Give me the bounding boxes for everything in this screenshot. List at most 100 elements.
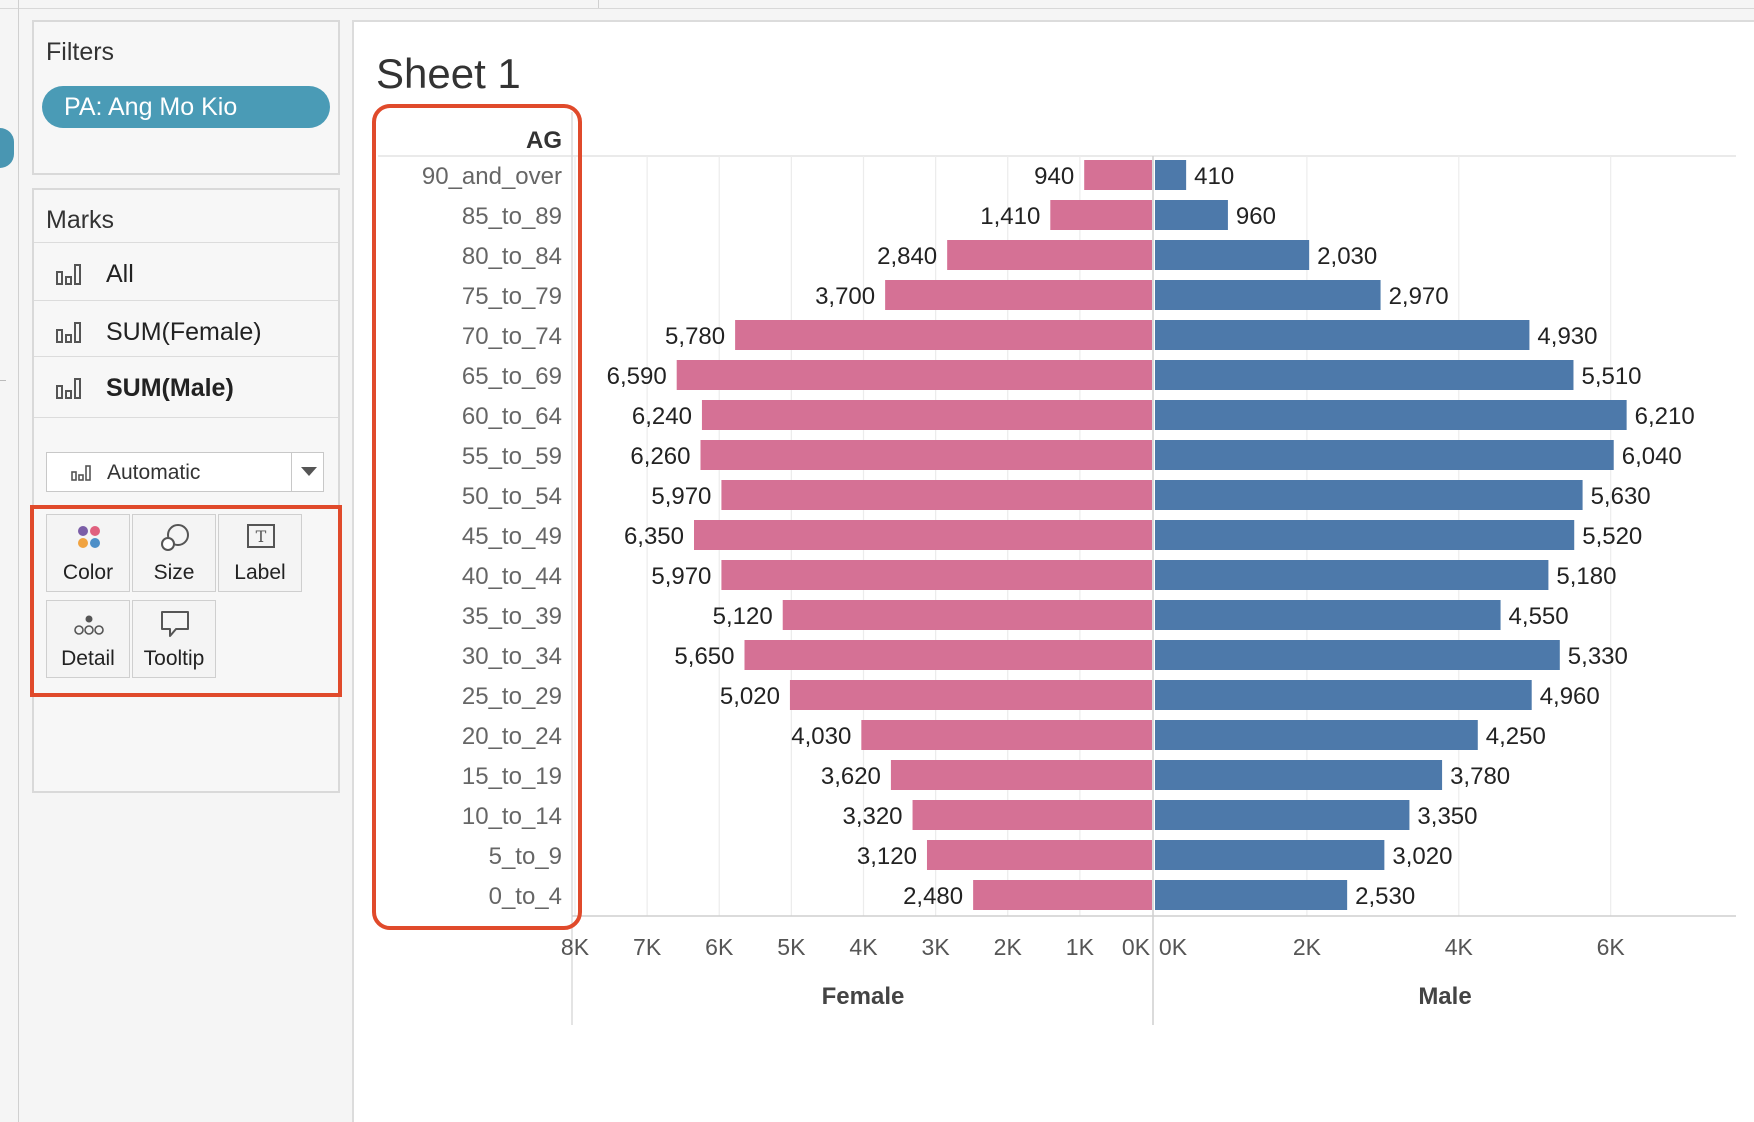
male-bar — [1155, 760, 1443, 790]
female-data-label: 3,620 — [821, 763, 881, 790]
female-bar — [1084, 160, 1152, 190]
select-divider — [291, 453, 292, 491]
female-bar — [890, 760, 1152, 790]
speech-bubble-icon — [161, 611, 189, 637]
marks-row-label: SUM(Female) — [106, 318, 262, 346]
male-data-label: 6,210 — [1635, 403, 1695, 430]
bar-chart-icon — [56, 322, 81, 343]
chevron-down-icon[interactable] — [301, 467, 317, 476]
male-bar — [1155, 280, 1381, 310]
female-bar — [721, 480, 1152, 510]
female-axis-title: Female — [822, 983, 905, 1010]
size-circles-icon — [161, 524, 189, 551]
marks-row-sum-male[interactable]: SUM(Male) — [34, 356, 338, 418]
female-bar — [1050, 200, 1152, 230]
tooltip-button-label: Tooltip — [143, 647, 205, 670]
male-bar — [1155, 600, 1501, 630]
male-data-label: 410 — [1194, 163, 1234, 190]
label-button-label: Label — [234, 561, 286, 584]
female-tick-label: 7K — [633, 934, 662, 960]
female-tick-label: 3K — [922, 934, 951, 960]
female-data-label: 6,240 — [632, 403, 692, 430]
detail-dots-icon — [74, 615, 104, 635]
female-tick-label: 1K — [1066, 934, 1095, 960]
mark-type-value: Automatic — [107, 461, 201, 484]
marks-row-label: All — [106, 260, 134, 288]
detail-button[interactable]: Detail — [46, 600, 130, 678]
female-data-label: 940 — [1034, 163, 1074, 190]
female-data-label: 3,120 — [857, 843, 917, 870]
male-bar — [1155, 320, 1530, 350]
male-bar — [1155, 200, 1228, 230]
male-bar — [1155, 720, 1478, 750]
female-data-label: 2,480 — [903, 883, 963, 910]
male-data-label: 5,630 — [1591, 483, 1651, 510]
color-button[interactable]: Color — [46, 514, 130, 592]
female-tick-label: 4K — [849, 934, 878, 960]
row-header-label: 35_to_39 — [462, 603, 562, 630]
data-labels: 940 410 1,410 960 2,840 2,030 3,700 2,970 5,780 4… — [607, 163, 1695, 910]
male-data-label: 5,520 — [1582, 523, 1642, 550]
marks-row-sum-female[interactable]: SUM(Female) — [34, 300, 338, 362]
row-header-label: 50_to_54 — [462, 483, 562, 510]
row-header-label: 65_to_69 — [462, 363, 562, 390]
male-bar — [1155, 560, 1549, 590]
filters-title: Filters — [46, 38, 115, 66]
axes: 8K 7K 6K 5K 4K 3K 2K 1K 0K 0K 2K 4K 6K — [561, 112, 1736, 1025]
female-bar — [700, 440, 1152, 470]
male-data-label: 2,530 — [1355, 883, 1415, 910]
female-bar — [912, 800, 1152, 830]
color-dots-icon — [78, 526, 100, 548]
female-data-label: 5,020 — [720, 683, 780, 710]
size-button[interactable]: Size — [132, 514, 216, 592]
female-bar — [789, 680, 1152, 710]
row-header-label: 25_to_29 — [462, 683, 562, 710]
female-data-label: 6,260 — [630, 443, 690, 470]
female-bar — [676, 360, 1152, 390]
female-data-label: 5,650 — [674, 643, 734, 670]
mark-type-select[interactable]: Automatic — [46, 452, 324, 492]
male-data-label: 2,030 — [1317, 243, 1377, 270]
bar-chart-icon — [56, 378, 81, 399]
tooltip-button[interactable]: Tooltip — [132, 600, 216, 678]
row-header-label: 15_to_19 — [462, 763, 562, 790]
edge-tick — [0, 380, 6, 381]
marks-row-all[interactable]: All — [34, 242, 338, 304]
top-toolbar-strip — [0, 0, 1754, 9]
collapse-handle[interactable] — [0, 128, 14, 168]
male-axis-title: Male — [1418, 983, 1471, 1010]
female-tick-label: 0K — [1122, 934, 1151, 960]
male-tick-label: 4K — [1445, 934, 1474, 960]
filter-pill-pa[interactable]: PA: Ang Mo Kio — [42, 86, 330, 128]
male-data-label: 3,020 — [1392, 843, 1452, 870]
male-data-label: 4,550 — [1509, 603, 1569, 630]
female-data-label: 6,350 — [624, 523, 684, 550]
row-header-ag[interactable]: AG — [526, 127, 562, 154]
label-button[interactable]: T Label — [218, 514, 302, 592]
male-bar — [1155, 240, 1310, 270]
row-header-label: 5_to_9 — [489, 843, 562, 870]
female-data-label: 3,700 — [815, 283, 875, 310]
row-headers: 90_and_over 85_to_89 80_to_84 75_to_79 70_to… — [422, 163, 562, 910]
male-data-label: 2,970 — [1389, 283, 1449, 310]
female-bar — [947, 240, 1152, 270]
row-header-label: 90_and_over — [422, 163, 562, 190]
female-tick-label: 8K — [561, 934, 590, 960]
toolbar-divider — [598, 0, 599, 8]
male-data-label: 4,930 — [1537, 323, 1597, 350]
male-data-label: 3,780 — [1450, 763, 1510, 790]
row-header-label: 85_to_89 — [462, 203, 562, 230]
female-bar — [721, 560, 1152, 590]
female-bar — [861, 720, 1152, 750]
male-data-label: 5,510 — [1581, 363, 1641, 390]
female-data-label: 1,410 — [980, 203, 1040, 230]
male-data-label: 4,960 — [1540, 683, 1600, 710]
marks-row-label: SUM(Male) — [106, 374, 234, 402]
size-button-label: Size — [153, 561, 195, 584]
row-header-label: 30_to_34 — [462, 643, 562, 670]
male-bar — [1155, 480, 1583, 510]
row-header-label: 60_to_64 — [462, 403, 562, 430]
row-header-highlight — [372, 104, 582, 930]
male-bar — [1155, 640, 1560, 670]
color-button-label: Color — [62, 561, 114, 584]
